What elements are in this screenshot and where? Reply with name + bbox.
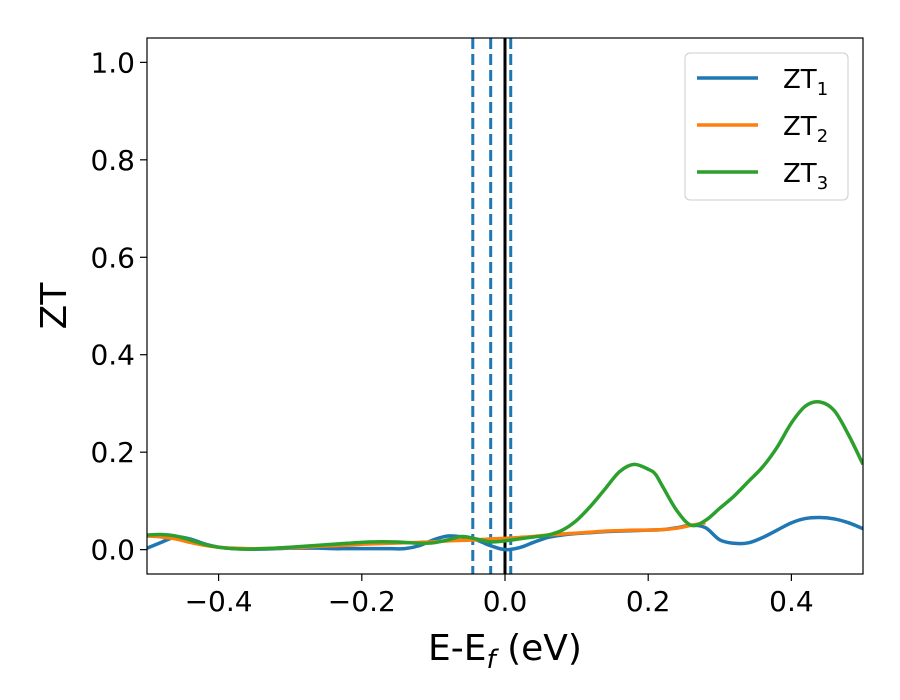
x-axis-title: E-Ef (eV) (428, 628, 582, 675)
legend: ZT1 ZT2 ZT3 (684, 52, 849, 201)
x-axis-ticks: −0.4 −0.2 0.0 0.2 0.4 (185, 574, 814, 618)
legend-label-zt1: ZT1 (783, 65, 828, 100)
reference-lines (471, 38, 513, 574)
y-tick-label: 0.6 (90, 241, 135, 274)
legend-label-zt2: ZT2 (783, 112, 828, 147)
series-lines (147, 400, 863, 552)
x-tick-label: 0.2 (626, 585, 671, 618)
x-tick-label: 0.0 (483, 585, 528, 618)
legend-box (684, 52, 849, 201)
y-tick-label: 1.0 (90, 46, 135, 79)
y-tick-label: 0.4 (90, 339, 135, 372)
y-tick-label: 0.0 (90, 534, 135, 567)
y-axis-title: ZT (34, 282, 75, 330)
series-line-zt3 (147, 400, 863, 551)
y-tick-label: 0.8 (90, 144, 135, 177)
x-tick-label: 0.4 (769, 585, 814, 618)
legend-label-zt3: ZT3 (783, 159, 828, 194)
x-tick-label: −0.2 (328, 585, 396, 618)
x-tick-label: −0.4 (185, 585, 253, 618)
y-tick-label: 0.2 (90, 436, 135, 469)
y-axis-ticks: 0.0 0.2 0.4 0.6 0.8 1.0 (90, 46, 147, 567)
